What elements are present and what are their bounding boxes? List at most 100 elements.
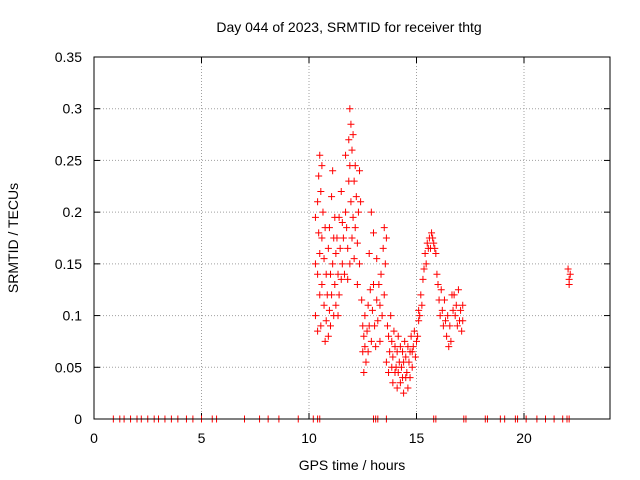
data-point <box>389 379 397 387</box>
data-point <box>338 218 346 226</box>
data-point <box>332 301 340 309</box>
data-point <box>405 358 413 366</box>
data-point <box>334 312 342 320</box>
data-point <box>328 193 336 201</box>
data-point <box>311 260 319 268</box>
data-point <box>442 317 450 325</box>
data-point <box>451 312 459 320</box>
data-point <box>347 120 355 128</box>
data-point <box>393 384 401 392</box>
data-point <box>346 105 354 113</box>
data-point <box>429 234 437 242</box>
data-point <box>346 260 354 268</box>
data-point <box>431 244 439 252</box>
data-point <box>368 306 376 314</box>
data-point <box>445 343 453 351</box>
data-point <box>414 332 422 340</box>
data-point <box>403 368 411 376</box>
y-tick-label: 0.3 <box>63 101 83 117</box>
data-point <box>430 239 438 247</box>
data-point <box>397 363 405 371</box>
data-point <box>418 301 426 309</box>
data-point <box>332 250 340 258</box>
data-point <box>327 270 334 278</box>
data-point <box>343 224 351 232</box>
data-point <box>353 239 361 247</box>
data-point <box>443 332 451 340</box>
data-point <box>328 291 336 299</box>
data-point <box>382 234 390 242</box>
data-point <box>378 312 386 320</box>
data-point <box>359 322 367 330</box>
data-point <box>339 234 347 242</box>
data-point <box>342 208 350 216</box>
data-point <box>380 291 388 299</box>
data-point <box>416 312 424 320</box>
data-point <box>376 301 384 309</box>
data-point <box>342 151 350 159</box>
data-point <box>325 306 333 314</box>
data-point <box>327 322 334 330</box>
data-point <box>408 348 416 356</box>
data-point <box>423 239 431 247</box>
data-point <box>408 363 416 371</box>
data-point <box>394 368 402 376</box>
data-point <box>362 358 370 366</box>
data-point <box>436 312 444 320</box>
data-point <box>417 291 425 299</box>
data-point <box>406 374 414 382</box>
data-point <box>379 244 387 252</box>
data-point <box>349 131 357 139</box>
data-point <box>373 255 381 263</box>
data-point <box>333 234 341 242</box>
data-point <box>450 291 458 299</box>
data-point <box>350 255 358 263</box>
y-tick-label: 0.25 <box>55 152 82 168</box>
data-point <box>400 389 408 397</box>
y-tick-label: 0.2 <box>63 204 83 220</box>
data-point <box>387 312 395 320</box>
data-point <box>438 306 446 314</box>
data-point <box>386 348 394 356</box>
data-point <box>344 275 352 283</box>
data-marks <box>109 105 574 423</box>
data-point <box>376 337 384 345</box>
data-point <box>344 244 352 252</box>
data-point <box>404 384 412 392</box>
y-axis-label: SRMTID / TECUs <box>5 183 21 293</box>
x-tick-label: 20 <box>516 430 532 446</box>
data-point <box>350 177 358 185</box>
data-point <box>422 260 430 268</box>
data-point <box>315 229 323 237</box>
data-point <box>356 167 364 175</box>
data-point <box>314 198 322 206</box>
data-point <box>399 348 407 356</box>
data-point <box>385 368 393 376</box>
data-point <box>315 172 323 180</box>
data-point <box>447 337 455 345</box>
data-point <box>351 224 359 232</box>
data-point <box>432 250 440 258</box>
data-point <box>383 322 391 330</box>
data-point <box>381 260 389 268</box>
data-point <box>338 260 346 268</box>
y-tick-label: 0.1 <box>63 308 83 324</box>
data-point <box>321 337 329 345</box>
data-point <box>458 327 466 335</box>
data-point <box>331 281 339 289</box>
data-point <box>564 265 572 273</box>
data-point <box>401 337 409 345</box>
data-point <box>329 167 337 175</box>
data-point <box>367 208 375 216</box>
data-point <box>324 244 332 252</box>
data-point <box>453 322 461 330</box>
data-point <box>459 317 467 325</box>
x-tick-label: 0 <box>90 430 98 446</box>
data-point <box>334 270 342 278</box>
data-point <box>402 353 410 361</box>
data-point <box>457 306 465 314</box>
data-point <box>440 296 448 304</box>
data-point <box>319 208 327 216</box>
data-point <box>388 337 396 345</box>
